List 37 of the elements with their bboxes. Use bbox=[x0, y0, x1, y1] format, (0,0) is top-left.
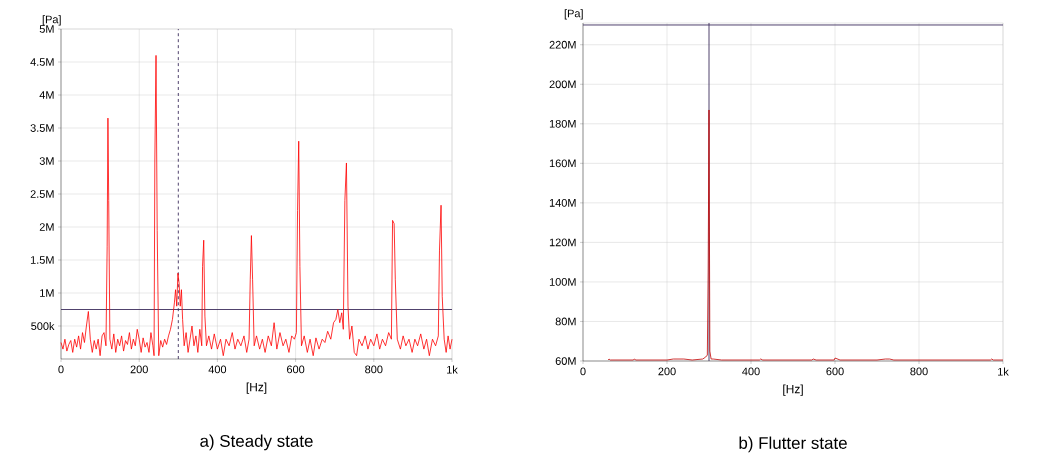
y-tick-label: 2M bbox=[39, 223, 54, 231]
y-tick-label: 4M bbox=[39, 91, 54, 99]
x-tick-label: 200 bbox=[658, 367, 676, 376]
y-tick-label: 200M bbox=[549, 80, 576, 89]
x-tick-label: 0 bbox=[58, 365, 64, 374]
y-tick-label: 160M bbox=[549, 159, 576, 168]
x-tick-label: 200 bbox=[130, 365, 148, 374]
y-tick-label: 120M bbox=[549, 238, 576, 247]
y-tick-label: 500k bbox=[31, 321, 55, 331]
x-tick-label: 600 bbox=[826, 367, 844, 376]
y-axis-title: [Pa] bbox=[564, 9, 583, 20]
x-tick-label: 1k bbox=[998, 367, 1009, 376]
x-axis-title: [Hz] bbox=[783, 384, 803, 396]
y-tick-label: 4.5M bbox=[30, 58, 54, 66]
x-tick-label: 400 bbox=[208, 365, 227, 374]
y-tick-label: 140M bbox=[549, 199, 576, 207]
y-tick-label: 220M bbox=[549, 40, 576, 49]
x-tick-label: 800 bbox=[365, 365, 383, 374]
y-tick-label: 180M bbox=[549, 119, 576, 128]
x-tick-label: 800 bbox=[910, 367, 928, 376]
y-tick-label: 5M bbox=[39, 25, 54, 33]
text: a) Steady state bbox=[200, 434, 313, 451]
y-tick-label: 3.5M bbox=[30, 124, 54, 132]
y-tick-label: 1M bbox=[40, 289, 54, 297]
text: b) Flutter state bbox=[739, 436, 847, 453]
y-tick-label: 100M bbox=[549, 278, 576, 286]
y-tick-label: 80M bbox=[555, 317, 576, 326]
x-tick-label: 0 bbox=[580, 367, 586, 376]
x-tick-label: 1k bbox=[447, 365, 458, 374]
x-tick-label: 400 bbox=[742, 367, 760, 376]
x-axis-title: [Hz] bbox=[246, 382, 267, 394]
y-axis-title: [Pa] bbox=[42, 15, 61, 26]
x-tick-label: 600 bbox=[287, 365, 305, 374]
y-tick-label: 3M bbox=[39, 157, 54, 165]
y-tick-label: 2.5M bbox=[30, 190, 54, 198]
y-tick-label: 1.5M bbox=[30, 256, 54, 264]
y-tick-label: 60M bbox=[555, 357, 576, 365]
